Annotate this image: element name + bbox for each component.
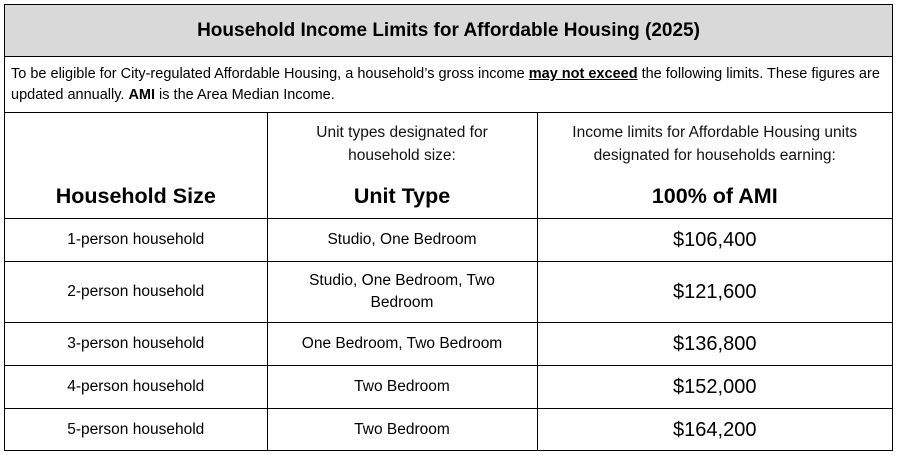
household-size-cell: 1-person household	[5, 218, 268, 262]
unit-type-cell: Two Bedroom	[267, 408, 538, 451]
header-household-size: Household Size	[5, 113, 268, 219]
header-income-limit-title: 100% of AMI	[651, 184, 778, 208]
household-size-cell: 5-person household	[5, 408, 268, 451]
household-size-cell: 2-person household	[5, 261, 268, 323]
intro-text-part1: To be eligible for City-regulated Afford…	[11, 66, 529, 82]
unit-type-cell: One Bedroom, Two Bedroom	[267, 322, 538, 366]
header-income-limit-description: Income limits for Affordable Housing uni…	[572, 124, 858, 164]
income-limit-cell: $106,400	[537, 218, 892, 262]
income-limits-document: Household Income Limits for Affordable H…	[4, 4, 893, 451]
income-limit-cell: $164,200	[673, 418, 757, 441]
table-row: 2-person household Studio, One Bedroom, …	[5, 261, 892, 323]
header-unit-type: Unit types designated for household size…	[267, 113, 538, 219]
income-limit-cell: $152,000	[537, 365, 892, 409]
header-unit-type-description: Unit types designated for household size…	[316, 124, 488, 164]
household-size-cell: 3-person household	[5, 322, 268, 366]
unit-type-cell: Studio, One Bedroom	[267, 218, 538, 262]
table-header-row: Household Size Unit types designated for…	[5, 113, 892, 219]
header-household-size-description	[5, 113, 267, 121]
header-income-limit: Income limits for Affordable Housing uni…	[537, 113, 892, 219]
intro-paragraph: To be eligible for City-regulated Afford…	[5, 57, 892, 113]
income-limit-cell: $121,600	[537, 261, 892, 323]
intro-text-part3: is the Area Median Income.	[155, 87, 335, 103]
income-limit-cell: $136,800	[537, 322, 892, 366]
intro-ami-term: AMI	[128, 87, 156, 103]
header-household-size-title: Household Size	[55, 184, 216, 208]
table-row: 3-person household One Bedroom, Two Bedr…	[5, 322, 892, 366]
document-title-text: Household Income Limits for Affordable H…	[197, 19, 700, 41]
unit-type-cell: Studio, One Bedroom, Two Bedroom	[267, 261, 538, 323]
document-title: Household Income Limits for Affordable H…	[5, 5, 892, 57]
household-size-cell: 4-person household	[5, 365, 268, 409]
header-unit-type-title: Unit Type	[353, 184, 451, 208]
income-limits-table: Household Size Unit types designated for…	[5, 113, 892, 451]
table-row: 5-person household Two Bedroom $164,200	[5, 408, 892, 451]
intro-emphasis: may not exceed	[528, 66, 638, 82]
unit-type-cell: Two Bedroom	[267, 365, 538, 409]
intro-text-part2: the following limits. These figures are …	[11, 66, 880, 103]
table-row: 4-person household Two Bedroom $152,000	[5, 365, 892, 409]
table-row: 1-person household Studio, One Bedroom $…	[5, 218, 892, 262]
